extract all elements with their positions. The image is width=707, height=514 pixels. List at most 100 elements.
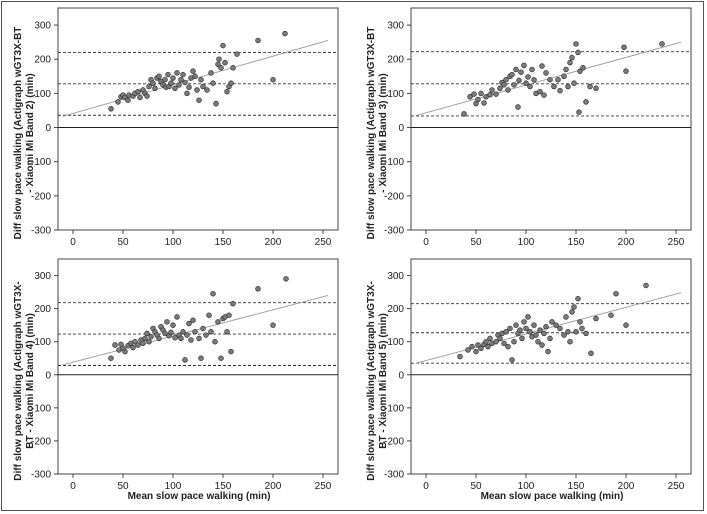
x-tick-label: 100 (165, 237, 182, 248)
data-point (487, 92, 493, 98)
y-tick-label: 300 (387, 21, 404, 32)
data-point (478, 90, 484, 97)
data-point (190, 68, 196, 74)
scatter-plot: -300 -200 -100 0 100 200 300 0 50 100 150 200 250 (384, 7, 692, 248)
data-point (162, 76, 168, 83)
data-point (186, 320, 192, 327)
data-point (549, 319, 555, 325)
y-tick-label: 100 (34, 89, 51, 100)
data-point (156, 335, 162, 342)
bland-altman-panel-band4: Diff slow pace walking (Actigraph wGT3X-… (2, 253, 352, 511)
data-point (577, 68, 583, 74)
data-point (188, 337, 194, 343)
data-point (541, 330, 547, 337)
data-point (255, 37, 261, 44)
y-tick-label: 300 (34, 271, 51, 282)
data-point (170, 322, 176, 328)
x-tick-label: 50 (117, 237, 129, 248)
y-tick-label: 100 (387, 89, 404, 100)
data-point (565, 83, 571, 90)
data-point (213, 100, 219, 107)
data-point (518, 69, 524, 75)
y-tick-label: -100 (31, 157, 51, 168)
data-point (555, 76, 561, 83)
data-point (228, 80, 234, 86)
data-point (228, 348, 234, 355)
data-point (523, 80, 529, 86)
data-point (527, 83, 533, 90)
x-tick-label: 50 (470, 237, 482, 248)
data-point (489, 87, 495, 93)
data-point (190, 317, 196, 323)
data-point (481, 100, 487, 106)
data-point (461, 111, 467, 117)
y-tick-label: -300 (31, 226, 51, 237)
data-point (659, 41, 665, 47)
data-point (557, 325, 563, 332)
data-point (643, 282, 649, 289)
data-point (565, 329, 571, 335)
data-point (156, 73, 162, 80)
data-point (176, 82, 182, 88)
bland-altman-panel-band3: Diff slow pace walking (Actigraph wGT3X-… (355, 2, 705, 252)
data-point (184, 90, 190, 97)
data-point (507, 325, 513, 332)
data-point (541, 92, 547, 98)
data-point (623, 322, 629, 328)
data-point (168, 80, 174, 86)
data-point (215, 61, 221, 68)
data-point (184, 332, 190, 338)
data-point (194, 87, 200, 93)
x-tick-label: 200 (618, 237, 635, 248)
x-tick-label: 50 (117, 481, 129, 492)
data-point (551, 83, 557, 90)
y-tick-label: -200 (31, 436, 51, 447)
x-tick-label: 150 (215, 237, 232, 248)
data-point (180, 329, 186, 335)
data-point (283, 276, 289, 282)
data-point (222, 59, 228, 66)
data-point (230, 300, 236, 307)
data-point (501, 82, 507, 88)
data-point (152, 85, 158, 92)
data-point (216, 56, 222, 62)
data-point (475, 96, 481, 103)
data-point (210, 290, 216, 297)
data-point (571, 304, 577, 310)
data-point (108, 355, 114, 361)
y-tick-label: 200 (387, 55, 404, 66)
data-point (575, 49, 581, 56)
data-point (122, 348, 128, 355)
data-point (186, 84, 192, 90)
data-point (115, 99, 121, 105)
data-point (226, 312, 232, 318)
scatter-plot: -300 -200 -100 0 100 200 300 0 50 100 150 200 250 (31, 7, 339, 248)
data-point (567, 338, 573, 345)
data-point (200, 83, 206, 90)
x-axis-label: Mean slow pace walking (min) (127, 491, 271, 502)
data-point (516, 77, 522, 84)
data-point (208, 70, 214, 76)
data-point (198, 355, 204, 361)
data-point (547, 335, 553, 342)
data-point (623, 68, 629, 74)
data-point (521, 62, 527, 69)
data-point (212, 338, 218, 345)
data-point (224, 88, 230, 95)
y-tick-label: 0 (398, 123, 404, 134)
y-tick-label: -100 (31, 403, 51, 414)
data-point (174, 314, 180, 320)
data-point (503, 76, 509, 83)
x-tick-label: 150 (215, 481, 232, 492)
data-point (593, 85, 599, 92)
data-point (573, 41, 579, 47)
y-tick-label: 100 (387, 337, 404, 348)
data-point (483, 338, 489, 345)
data-point (567, 59, 573, 66)
data-point (172, 85, 178, 92)
data-point (144, 330, 150, 337)
data-point (220, 42, 226, 49)
data-point (579, 325, 585, 332)
data-point (505, 343, 511, 350)
